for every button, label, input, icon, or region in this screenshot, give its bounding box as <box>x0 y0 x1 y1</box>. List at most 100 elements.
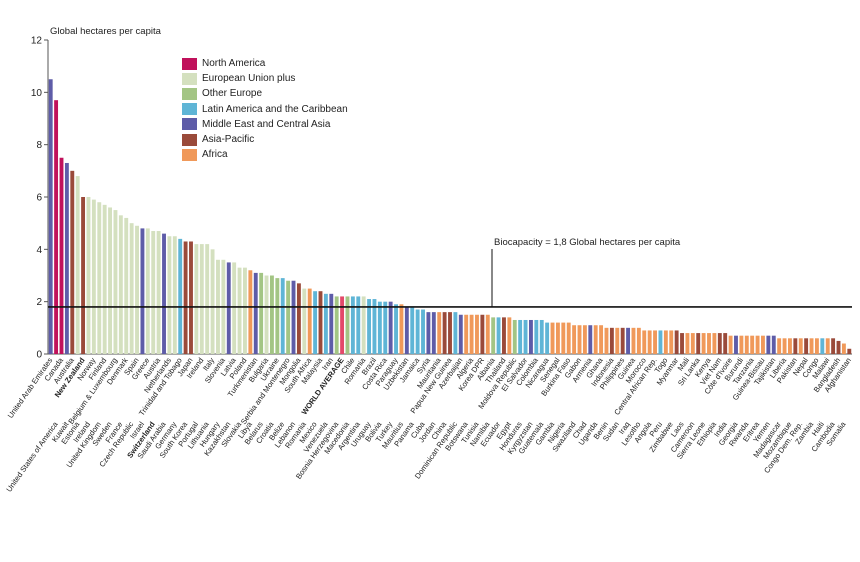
legend-label: Middle East and Central Asia <box>202 118 331 130</box>
bar <box>232 262 237 354</box>
bar <box>620 327 625 354</box>
bar <box>761 335 765 354</box>
bar <box>669 330 674 354</box>
bar <box>658 330 663 354</box>
bar <box>593 325 598 354</box>
bar <box>512 319 517 354</box>
bar <box>502 317 506 354</box>
bar <box>129 223 134 354</box>
bar <box>663 330 668 354</box>
bar <box>237 267 242 354</box>
bar <box>572 325 577 354</box>
bar <box>318 291 323 354</box>
legend-label: Africa <box>202 149 228 161</box>
bar <box>523 319 528 354</box>
bar <box>545 322 550 354</box>
bar <box>48 79 53 354</box>
biocapacity-annotation: Biocapacity = 1,8 Global hectares per ca… <box>48 237 852 308</box>
bar <box>437 312 442 354</box>
y-tick-label: 12 <box>31 36 43 47</box>
bar <box>717 333 722 354</box>
bar <box>723 333 728 354</box>
legend-swatch <box>182 57 197 70</box>
bar <box>145 228 150 354</box>
bar <box>804 338 809 354</box>
bar <box>744 335 749 354</box>
bar <box>588 325 593 354</box>
legend-item: Asia-Pacific <box>182 132 348 147</box>
bar <box>788 338 792 354</box>
bar <box>286 280 291 354</box>
bar <box>825 338 830 354</box>
bar <box>847 348 852 354</box>
bar <box>496 317 501 354</box>
bar <box>755 335 760 354</box>
legend-swatch <box>182 118 197 131</box>
bar <box>162 233 166 354</box>
bar <box>728 335 733 354</box>
legend-swatch <box>182 133 197 146</box>
bar <box>280 278 285 354</box>
bar <box>356 296 361 354</box>
bar <box>566 322 571 354</box>
legend-swatch <box>182 103 197 116</box>
y-tick-label: 10 <box>31 88 43 99</box>
bar <box>696 333 701 354</box>
bar <box>269 275 274 354</box>
bar <box>323 293 328 354</box>
legend-item: Africa <box>182 147 348 162</box>
legend-item: Other Europe <box>182 86 348 101</box>
bar <box>167 236 172 354</box>
bar <box>404 306 409 354</box>
bar <box>599 325 604 354</box>
legend-swatch <box>182 148 197 161</box>
bar <box>399 304 404 354</box>
bar <box>431 312 436 354</box>
bar <box>421 309 425 354</box>
legend-item: Latin America and the Caribbean <box>182 102 348 117</box>
bar <box>507 317 512 354</box>
bar <box>70 170 75 354</box>
x-tick-label: United States of America <box>4 419 60 493</box>
bar <box>75 176 80 354</box>
y-tick-label: 8 <box>36 140 42 151</box>
bar <box>750 335 755 354</box>
bar <box>135 225 139 354</box>
bar <box>680 333 684 354</box>
bar <box>259 272 264 354</box>
legend-label: Latin America and the Caribbean <box>202 103 348 115</box>
bar <box>518 319 523 354</box>
bar <box>383 301 388 354</box>
bar <box>210 249 215 354</box>
bar <box>54 100 59 355</box>
bar <box>361 296 366 354</box>
bar <box>642 330 647 354</box>
bar <box>539 319 544 354</box>
y-tick-label: 2 <box>36 297 42 308</box>
biocapacity-label: Biocapacity = 1,8 Global hectares per ca… <box>494 237 681 248</box>
legend-item: European Union plus <box>182 71 348 86</box>
bar <box>426 312 431 354</box>
bar <box>766 335 771 354</box>
bar <box>388 301 393 354</box>
bar <box>820 338 825 354</box>
bar <box>59 157 64 354</box>
bar <box>809 338 814 354</box>
legend-item: Middle East and Central Asia <box>182 117 348 132</box>
bar <box>582 325 587 354</box>
bar <box>334 296 339 354</box>
y-tick-label: 6 <box>36 193 42 204</box>
bar <box>377 301 382 354</box>
bar <box>329 293 334 354</box>
bar <box>480 314 485 354</box>
legend-label: Asia-Pacific <box>202 134 255 146</box>
bar <box>253 272 258 354</box>
bar <box>248 270 253 354</box>
bar <box>485 314 490 354</box>
bar <box>707 333 711 354</box>
bar <box>836 340 841 354</box>
legend-label: North America <box>202 58 266 70</box>
bar <box>577 325 582 354</box>
bar <box>653 330 657 354</box>
